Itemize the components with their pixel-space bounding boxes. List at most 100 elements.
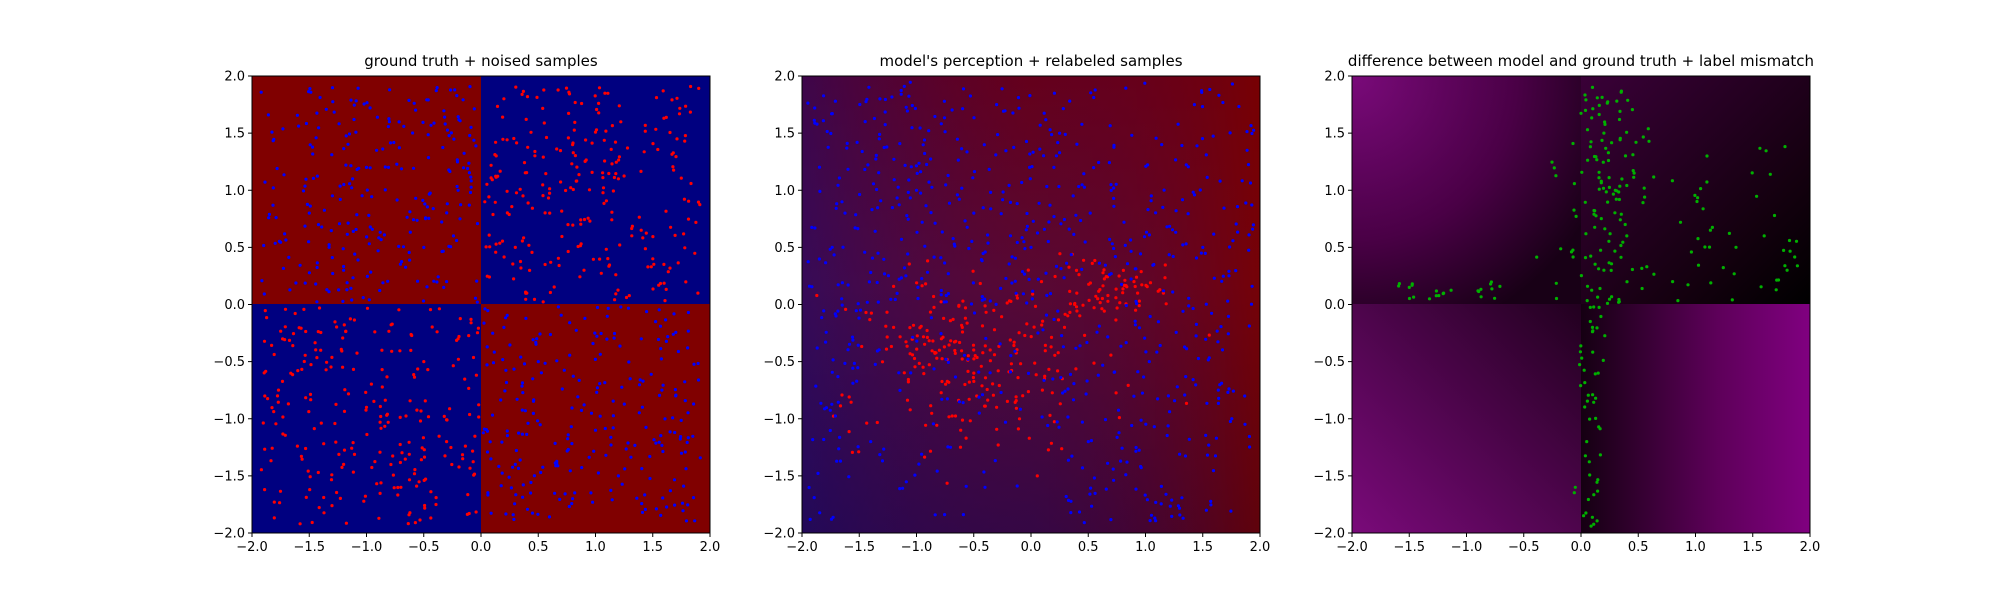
scatter-point xyxy=(571,223,575,227)
scatter-point xyxy=(316,223,321,227)
scatter-point xyxy=(906,190,910,194)
scatter-point xyxy=(901,486,905,490)
scatter-point xyxy=(289,371,293,375)
scatter-point xyxy=(1155,350,1159,354)
scatter-point xyxy=(899,88,903,93)
x-tick-label: 2.0 xyxy=(1250,540,1271,555)
scatter-point xyxy=(1479,295,1483,299)
scatter-point xyxy=(408,399,412,403)
scatter-point xyxy=(1046,423,1050,428)
scatter-point xyxy=(1031,219,1035,223)
scatter-point xyxy=(553,441,557,445)
scatter-point xyxy=(919,191,923,195)
scatter-point xyxy=(1602,131,1606,135)
scatter-point xyxy=(1596,478,1600,482)
scatter-point xyxy=(1590,330,1595,334)
scatter-point xyxy=(641,379,645,383)
scatter-point xyxy=(447,244,451,248)
scatter-point xyxy=(1793,255,1797,259)
scatter-point xyxy=(558,149,563,153)
chart-panel-1: ground truth + noised samples −2.0−2.0−1… xyxy=(213,52,720,555)
scatter-point xyxy=(637,383,642,387)
scatter-point xyxy=(1021,292,1025,296)
scatter-point xyxy=(1025,301,1029,305)
scatter-point xyxy=(1598,286,1602,291)
scatter-point xyxy=(398,442,402,447)
scatter-point xyxy=(459,203,463,207)
scatter-point xyxy=(939,288,943,293)
scatter-point xyxy=(845,146,849,150)
scatter-point xyxy=(1251,223,1255,227)
scatter-point xyxy=(1080,466,1085,470)
scatter-point xyxy=(660,388,664,392)
scatter-point xyxy=(982,470,986,474)
scatter-point xyxy=(474,144,478,148)
scatter-point xyxy=(856,366,860,370)
scatter-point xyxy=(500,440,504,444)
scatter-point xyxy=(1609,268,1613,272)
scatter-point xyxy=(389,323,393,327)
scatter-point xyxy=(1597,187,1601,191)
scatter-point xyxy=(311,152,315,156)
scatter-point xyxy=(1148,519,1152,523)
scatter-point xyxy=(372,399,376,403)
scatter-point xyxy=(864,310,868,315)
scatter-point xyxy=(529,480,533,485)
scatter-point xyxy=(458,317,462,321)
scatter-point xyxy=(458,217,462,221)
scatter-point xyxy=(890,206,895,210)
scatter-point xyxy=(834,206,838,210)
scatter-point xyxy=(942,316,946,320)
scatter-point xyxy=(511,513,515,517)
scatter-point xyxy=(395,162,399,166)
scatter-point xyxy=(499,484,503,488)
scatter-point xyxy=(1042,227,1046,231)
scatter-point xyxy=(904,340,908,344)
scatter-point xyxy=(1200,105,1205,109)
scatter-point xyxy=(883,97,888,102)
scatter-point xyxy=(539,470,543,475)
scatter-point xyxy=(343,388,347,392)
scatter-point xyxy=(601,171,605,175)
scatter-point xyxy=(1125,460,1129,464)
scatter-point xyxy=(847,395,851,399)
scatter-point xyxy=(1407,285,1411,289)
scatter-point xyxy=(927,339,931,343)
scatter-point xyxy=(485,274,489,278)
scatter-point xyxy=(486,493,490,497)
scatter-point xyxy=(1207,333,1211,337)
scatter-point xyxy=(1056,369,1060,373)
scatter-point xyxy=(530,250,534,254)
scatter-point xyxy=(564,86,569,90)
scatter-point xyxy=(903,163,907,167)
scatter-point xyxy=(420,446,424,450)
scatter-point xyxy=(882,145,886,150)
scatter-point xyxy=(637,215,641,219)
scatter-point xyxy=(1625,183,1629,188)
scatter-point xyxy=(925,270,930,274)
scatter-point xyxy=(1619,255,1623,259)
scatter-point xyxy=(543,211,547,215)
scatter-point xyxy=(1410,282,1414,286)
scatter-point xyxy=(1066,415,1070,419)
scatter-point xyxy=(1696,263,1701,267)
scatter-point xyxy=(1152,425,1156,429)
scatter-point xyxy=(1097,160,1101,165)
scatter-point xyxy=(451,234,456,238)
scatter-point xyxy=(302,307,306,311)
scatter-point xyxy=(1178,513,1182,517)
scatter-point xyxy=(1695,199,1699,204)
scatter-point xyxy=(939,332,943,336)
scatter-point xyxy=(554,464,558,468)
chart-panel-2: model's perception + relabeled samples −… xyxy=(763,52,1270,555)
scatter-point xyxy=(822,437,826,442)
scatter-point xyxy=(1626,98,1630,102)
scatter-point xyxy=(348,182,352,186)
scatter-point xyxy=(971,375,976,380)
scatter-point xyxy=(658,324,663,328)
scatter-point xyxy=(1035,231,1040,235)
scatter-point xyxy=(983,485,987,489)
scatter-point xyxy=(609,488,613,492)
scatter-point xyxy=(904,274,908,278)
scatter-point xyxy=(613,298,617,302)
